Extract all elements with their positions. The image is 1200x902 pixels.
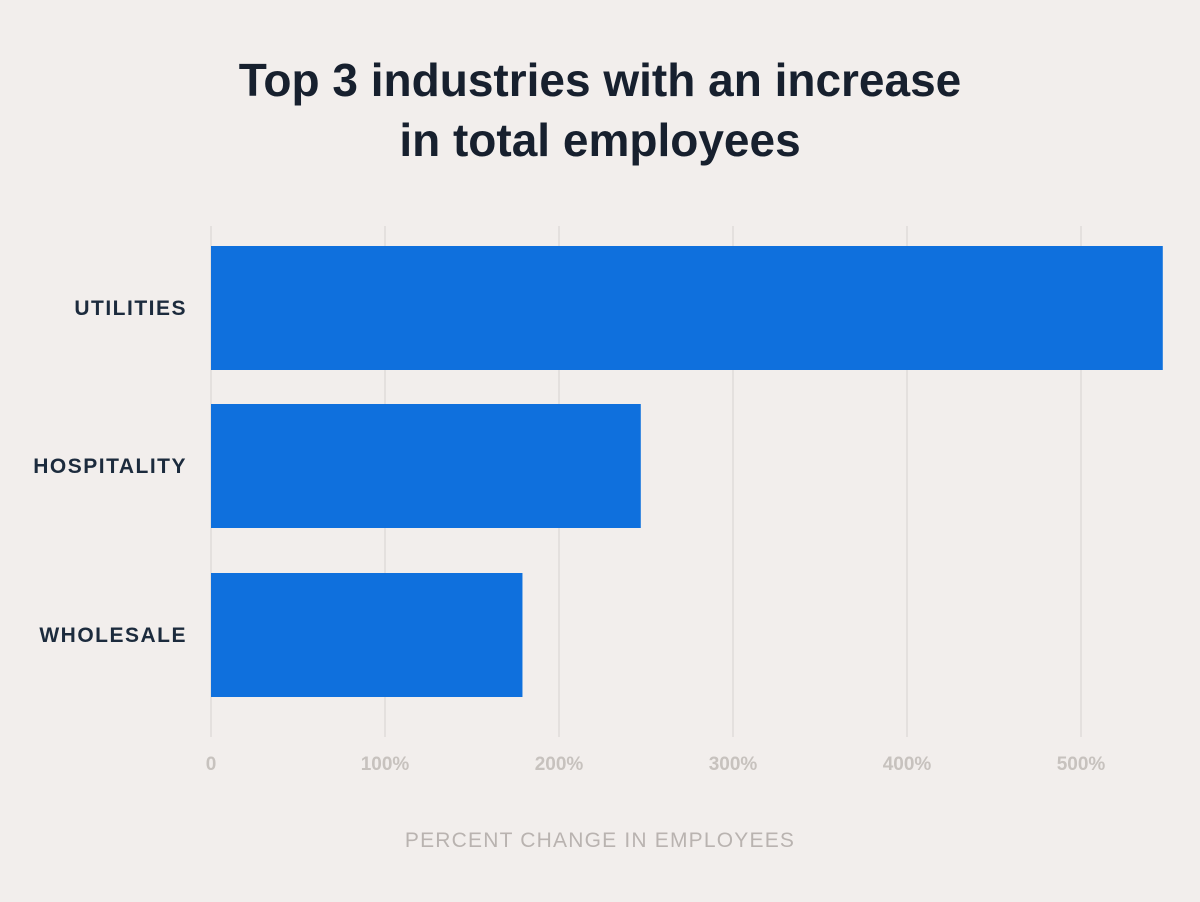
chart-title: Top 3 industries with an increase in tot… (0, 50, 1200, 170)
bar-wholesale (211, 573, 523, 697)
chart-title-line-2: in total employees (399, 114, 801, 166)
bar-hospitality (211, 404, 641, 528)
x-tick-label-300: 300% (709, 754, 758, 775)
x-tick-label-0: 0 (206, 754, 217, 775)
x-axis-title: PERCENT CHANGE IN EMPLOYEES (405, 829, 795, 852)
x-tick-label-400: 400% (883, 754, 932, 775)
x-tick-label-100: 100% (361, 754, 410, 775)
category-label-utilities: UTILITIES (74, 297, 187, 320)
category-label-hospitality: HOSPITALITY (33, 455, 187, 478)
bar-utilities (211, 246, 1163, 370)
x-tick-label-200: 200% (535, 754, 584, 775)
chart-title-line-1: Top 3 industries with an increase (238, 54, 962, 106)
x-tick-label-500: 500% (1057, 754, 1106, 775)
category-label-wholesale: WHOLESALE (39, 624, 187, 647)
